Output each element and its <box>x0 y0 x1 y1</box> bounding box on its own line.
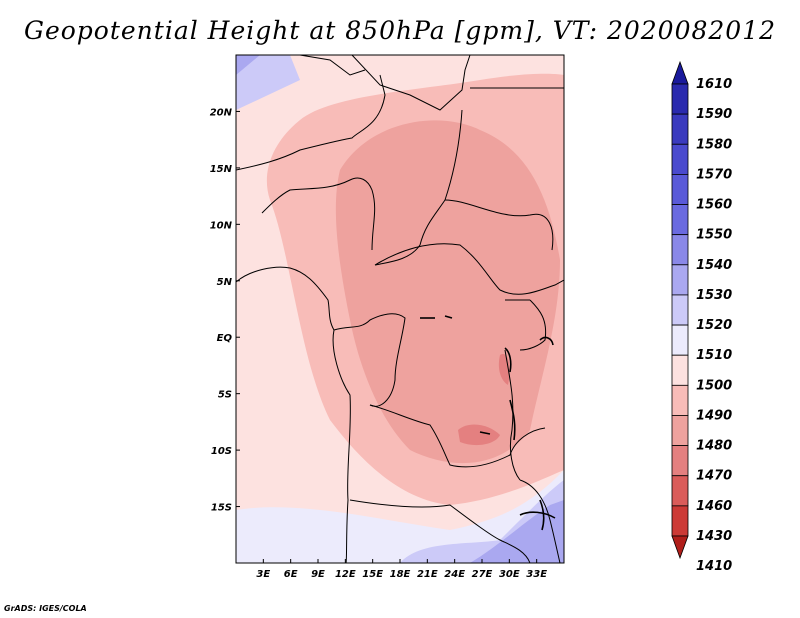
border-drc-south <box>369 404 546 468</box>
lat-tick-label: 10S <box>211 446 232 457</box>
lon-tick-label: 18E <box>390 569 411 580</box>
colorbar-label: 1490 <box>696 408 732 423</box>
colorbar-segment <box>671 113 689 145</box>
colorbar-label: 1570 <box>696 167 732 182</box>
lakes <box>420 315 556 531</box>
lon-tick-label: 3E <box>256 569 270 580</box>
border-east-drc <box>504 349 521 481</box>
colorbar-segment <box>671 384 689 416</box>
lon-tick-label: 21E <box>417 569 438 580</box>
colorbar-segment <box>671 264 689 296</box>
lon-tick-label: 33E <box>526 569 547 580</box>
colorbar-label: 1530 <box>696 288 732 303</box>
lat-tick-group: 20N 15N 10N 5N EQ 5S 10S 15S <box>210 107 240 514</box>
lat-tick-label: 10N <box>210 220 233 231</box>
lake-victoria <box>539 336 554 346</box>
border-libya-chad <box>351 55 471 111</box>
colorbar-segment <box>671 475 689 507</box>
colorbar-label: 1470 <box>696 469 732 484</box>
lon-tick-label: 12E <box>335 569 356 580</box>
border-mozambique <box>519 479 561 563</box>
border-algeria-libya <box>299 55 366 76</box>
colorbar-label: 1500 <box>696 378 732 393</box>
colorbar-label: 1460 <box>696 499 732 514</box>
border-angola-south <box>349 499 531 563</box>
border-car-south <box>374 243 564 295</box>
colorbar-segment <box>671 354 689 386</box>
colorbar-label: 1560 <box>696 198 732 213</box>
colorbar-segment <box>671 143 689 175</box>
colorbar-segment <box>671 204 689 236</box>
border-nigeria-north <box>261 177 376 251</box>
lat-tick-label: 5N <box>217 277 233 288</box>
colorbar-segment <box>671 234 689 266</box>
colorbar-arrow-top <box>671 60 689 85</box>
field-1470-south <box>458 424 500 446</box>
lon-tick-label: 30E <box>499 569 520 580</box>
colorbar-segment <box>671 83 689 115</box>
field-high-northwest-core <box>236 55 260 75</box>
colorbar-label: 1480 <box>696 439 732 454</box>
colorbar-label: 1580 <box>696 137 732 152</box>
chart-title: Geopotential Height at 850hPa [gpm], VT:… <box>23 16 777 45</box>
colorbar-label: 1550 <box>696 228 732 243</box>
lat-tick-label: EQ <box>217 333 233 344</box>
colorbar-segment <box>671 445 689 477</box>
colorbar: 1610 1590 1580 1570 1560 1550 1540 1530 1520 1510… <box>671 60 732 574</box>
lon-tick-label: 15E <box>362 569 383 580</box>
height-field <box>236 55 564 563</box>
field-high-southeast-core <box>470 500 564 563</box>
border-uganda <box>519 299 547 351</box>
lon-tick-label: 6E <box>284 569 298 580</box>
lat-tick-label: 15S <box>211 503 232 514</box>
lake-kariba <box>519 511 556 519</box>
colorbar-label: 1520 <box>696 318 732 333</box>
river-segment-2 <box>444 315 453 319</box>
colorbar-segment <box>671 294 689 326</box>
credit-text: GrADS: IGES/COLA <box>4 604 87 613</box>
border-chad-sudan <box>374 109 463 266</box>
lat-tick-label: 20N <box>210 107 233 118</box>
colorbar-label: 1410 <box>696 559 732 574</box>
colorbar-label: 1430 <box>696 529 732 544</box>
lon-tick-group: 3E 6E 9E 12E 15E 18E 21E 24E 27E 30E 33E <box>256 559 547 580</box>
colorbar-segment <box>671 324 689 356</box>
lat-tick-label: 5S <box>218 390 232 401</box>
field-high-south <box>236 470 564 563</box>
colorbar-label: 1510 <box>696 348 732 363</box>
field-high-northwest <box>236 55 300 110</box>
lake-albert <box>504 347 512 373</box>
border-congo-drc <box>333 313 406 407</box>
border-sudan-south-sudan <box>444 199 554 251</box>
colorbar-segment <box>671 505 689 537</box>
border-niger-north <box>236 74 386 171</box>
lat-tick-label: 15N <box>210 164 233 175</box>
lon-tick-label: 27E <box>472 569 493 580</box>
coastline-west-africa <box>236 266 335 331</box>
colorbar-label: 1590 <box>696 107 732 122</box>
colorbar-arrow-bottom <box>671 535 689 560</box>
country-borders <box>236 55 564 563</box>
river-segment-3 <box>479 431 491 435</box>
coastline-central-west <box>332 329 351 563</box>
lake-tanganyika <box>509 399 516 441</box>
colorbar-segment <box>671 173 689 205</box>
colorbar-label: 1610 <box>696 77 732 92</box>
lake-malawi <box>539 499 545 531</box>
colorbar-segment <box>671 415 689 447</box>
lon-tick-label: 24E <box>444 569 465 580</box>
colorbar-label: 1540 <box>696 258 732 273</box>
lon-tick-label: 9E <box>311 569 325 580</box>
